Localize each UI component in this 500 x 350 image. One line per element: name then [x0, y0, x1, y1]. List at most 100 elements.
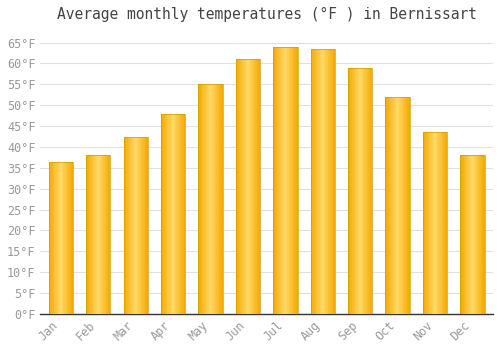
Bar	[480, 155, 482, 314]
Bar	[466, 155, 467, 314]
Bar	[129, 136, 130, 314]
Bar	[91, 155, 92, 314]
Bar	[53, 162, 54, 314]
Bar	[68, 162, 69, 314]
Bar	[201, 84, 202, 314]
Bar	[432, 132, 434, 314]
Bar	[52, 162, 53, 314]
Bar	[354, 68, 356, 314]
Bar	[147, 136, 148, 314]
Bar	[181, 113, 182, 314]
Bar	[386, 97, 387, 314]
Bar	[445, 132, 446, 314]
Bar	[401, 97, 402, 314]
Bar	[464, 155, 465, 314]
Bar	[439, 132, 440, 314]
Bar	[442, 132, 443, 314]
Bar	[408, 97, 409, 314]
Bar	[423, 132, 424, 314]
Bar	[476, 155, 478, 314]
Bar	[204, 84, 205, 314]
Bar	[252, 59, 253, 314]
Bar	[275, 47, 276, 314]
Bar	[48, 162, 73, 314]
Bar	[94, 155, 95, 314]
Bar	[314, 49, 316, 314]
Bar	[246, 59, 247, 314]
Bar	[206, 84, 208, 314]
Bar	[174, 113, 175, 314]
Bar	[143, 136, 144, 314]
Bar	[282, 47, 283, 314]
Bar	[276, 47, 278, 314]
Bar	[396, 97, 397, 314]
Bar	[326, 49, 327, 314]
Bar	[142, 136, 143, 314]
Bar	[60, 162, 61, 314]
Bar	[427, 132, 428, 314]
Bar	[467, 155, 468, 314]
Bar	[286, 47, 287, 314]
Bar	[209, 84, 210, 314]
Bar	[468, 155, 469, 314]
Bar	[352, 68, 353, 314]
Bar	[200, 84, 201, 314]
Bar	[424, 132, 426, 314]
Bar	[239, 59, 240, 314]
Bar	[313, 49, 314, 314]
Bar	[212, 84, 213, 314]
Bar	[328, 49, 330, 314]
Bar	[366, 68, 368, 314]
Bar	[404, 97, 405, 314]
Bar	[348, 68, 372, 314]
Bar	[279, 47, 280, 314]
Bar	[358, 68, 360, 314]
Bar	[221, 84, 222, 314]
Bar	[105, 155, 106, 314]
Bar	[88, 155, 90, 314]
Bar	[391, 97, 392, 314]
Bar	[198, 84, 199, 314]
Bar	[199, 84, 200, 314]
Bar	[109, 155, 110, 314]
Bar	[365, 68, 366, 314]
Bar	[166, 113, 168, 314]
Bar	[146, 136, 147, 314]
Bar	[134, 136, 135, 314]
Bar	[370, 68, 371, 314]
Bar	[470, 155, 471, 314]
Bar	[319, 49, 320, 314]
Bar	[287, 47, 288, 314]
Bar	[316, 49, 317, 314]
Bar	[205, 84, 206, 314]
Bar	[165, 113, 166, 314]
Bar	[250, 59, 251, 314]
Bar	[273, 47, 297, 314]
Bar	[392, 97, 393, 314]
Bar	[321, 49, 322, 314]
Bar	[349, 68, 350, 314]
Bar	[436, 132, 438, 314]
Bar	[90, 155, 91, 314]
Bar	[409, 97, 410, 314]
Bar	[474, 155, 475, 314]
Bar	[483, 155, 484, 314]
Bar	[288, 47, 290, 314]
Bar	[202, 84, 203, 314]
Bar	[162, 113, 164, 314]
Bar	[175, 113, 176, 314]
Bar	[210, 84, 212, 314]
Bar	[220, 84, 221, 314]
Bar	[243, 59, 244, 314]
Bar	[218, 84, 220, 314]
Bar	[386, 97, 410, 314]
Bar	[310, 49, 335, 314]
Bar	[257, 59, 258, 314]
Bar	[331, 49, 332, 314]
Bar	[57, 162, 58, 314]
Bar	[72, 162, 73, 314]
Bar	[51, 162, 52, 314]
Bar	[244, 59, 246, 314]
Bar	[55, 162, 56, 314]
Bar	[443, 132, 444, 314]
